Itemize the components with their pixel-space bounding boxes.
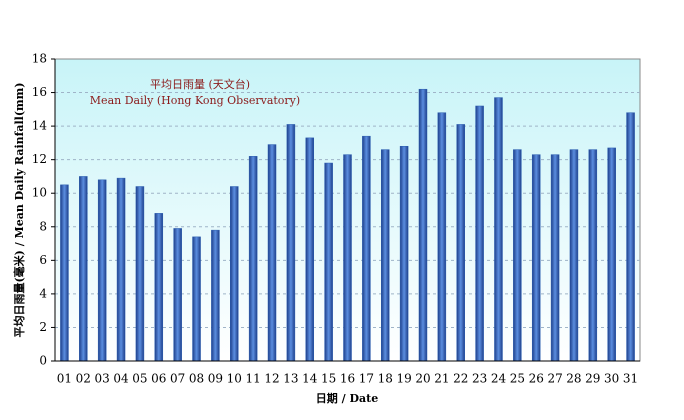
x-tick-label: 07 (170, 372, 185, 386)
y-tick-label: 8 (39, 219, 47, 233)
bar (588, 149, 598, 362)
bar (192, 236, 201, 362)
y-axis-label: 平均日雨量(毫米) / Mean Daily Rainfall(mm) (12, 82, 26, 337)
bar (418, 88, 428, 362)
x-tick-label: 01 (57, 372, 72, 386)
x-tick-label: 16 (340, 372, 355, 386)
x-tick-label: 09 (208, 372, 223, 386)
x-tick-label: 25 (510, 372, 525, 386)
bar (513, 149, 522, 362)
y-tick-label: 6 (39, 253, 47, 267)
x-tick-label: 20 (415, 372, 430, 386)
bar (79, 176, 88, 362)
bar (494, 97, 503, 362)
bar (456, 124, 465, 362)
y-tick-label: 18 (32, 52, 47, 66)
bar (97, 179, 107, 362)
bar (135, 186, 145, 362)
bar (550, 154, 560, 362)
bar (305, 137, 315, 362)
bar (230, 186, 239, 362)
bar (475, 105, 484, 362)
x-tick-label: 15 (321, 372, 336, 386)
x-tick-label: 04 (113, 372, 129, 386)
bar (324, 162, 333, 362)
x-tick-label: 06 (151, 372, 166, 386)
x-tick-label: 29 (585, 372, 600, 386)
bar (607, 147, 616, 362)
y-tick-label: 14 (32, 119, 48, 133)
x-tick-label: 24 (491, 372, 507, 386)
x-tick-label: 05 (132, 372, 147, 386)
y-tick-label: 0 (39, 354, 47, 368)
bar (60, 184, 69, 362)
x-tick-label: 12 (264, 372, 279, 386)
bar (286, 124, 296, 362)
annotation: Mean Daily (Hong Kong Observatory) (90, 94, 300, 107)
bar (531, 154, 541, 362)
bar (362, 135, 371, 362)
bar (154, 213, 164, 362)
x-tick-label: 10 (227, 372, 242, 386)
annotation: 平均日雨量 (天文台) (150, 77, 250, 91)
y-tick-label: 10 (32, 186, 47, 200)
bar (211, 229, 220, 362)
x-tick-label: 02 (76, 372, 91, 386)
x-tick-label: 21 (434, 372, 449, 386)
x-tick-label: 14 (302, 372, 318, 386)
y-tick-label: 4 (39, 286, 47, 300)
x-tick-label: 03 (95, 372, 110, 386)
y-tick-label: 16 (32, 85, 47, 99)
bar (267, 144, 277, 362)
x-tick-label: 28 (566, 372, 581, 386)
x-tick-label: 27 (547, 372, 562, 386)
x-tick-label: 08 (189, 372, 204, 386)
x-tick-label: 22 (453, 372, 468, 386)
bar (380, 149, 390, 362)
x-tick-label: 11 (246, 372, 261, 386)
bar (116, 177, 126, 362)
x-tick-label: 26 (529, 372, 544, 386)
x-tick-label: 19 (396, 372, 411, 386)
x-tick-label: 13 (283, 372, 298, 386)
y-tick-label: 2 (39, 320, 47, 334)
x-axis-label: 日期 / Date (316, 391, 378, 405)
y-tick-label: 12 (32, 152, 47, 166)
x-tick-label: 31 (623, 372, 638, 386)
bar (399, 145, 409, 362)
bar (248, 156, 258, 362)
bar (626, 112, 635, 362)
bar (343, 154, 352, 362)
x-tick-label: 18 (378, 372, 393, 386)
x-tick-label: 23 (472, 372, 487, 386)
bar (437, 112, 447, 362)
bar (569, 149, 579, 362)
x-tick-label: 30 (604, 372, 619, 386)
x-tick-label: 17 (359, 372, 374, 386)
bar (173, 228, 182, 362)
